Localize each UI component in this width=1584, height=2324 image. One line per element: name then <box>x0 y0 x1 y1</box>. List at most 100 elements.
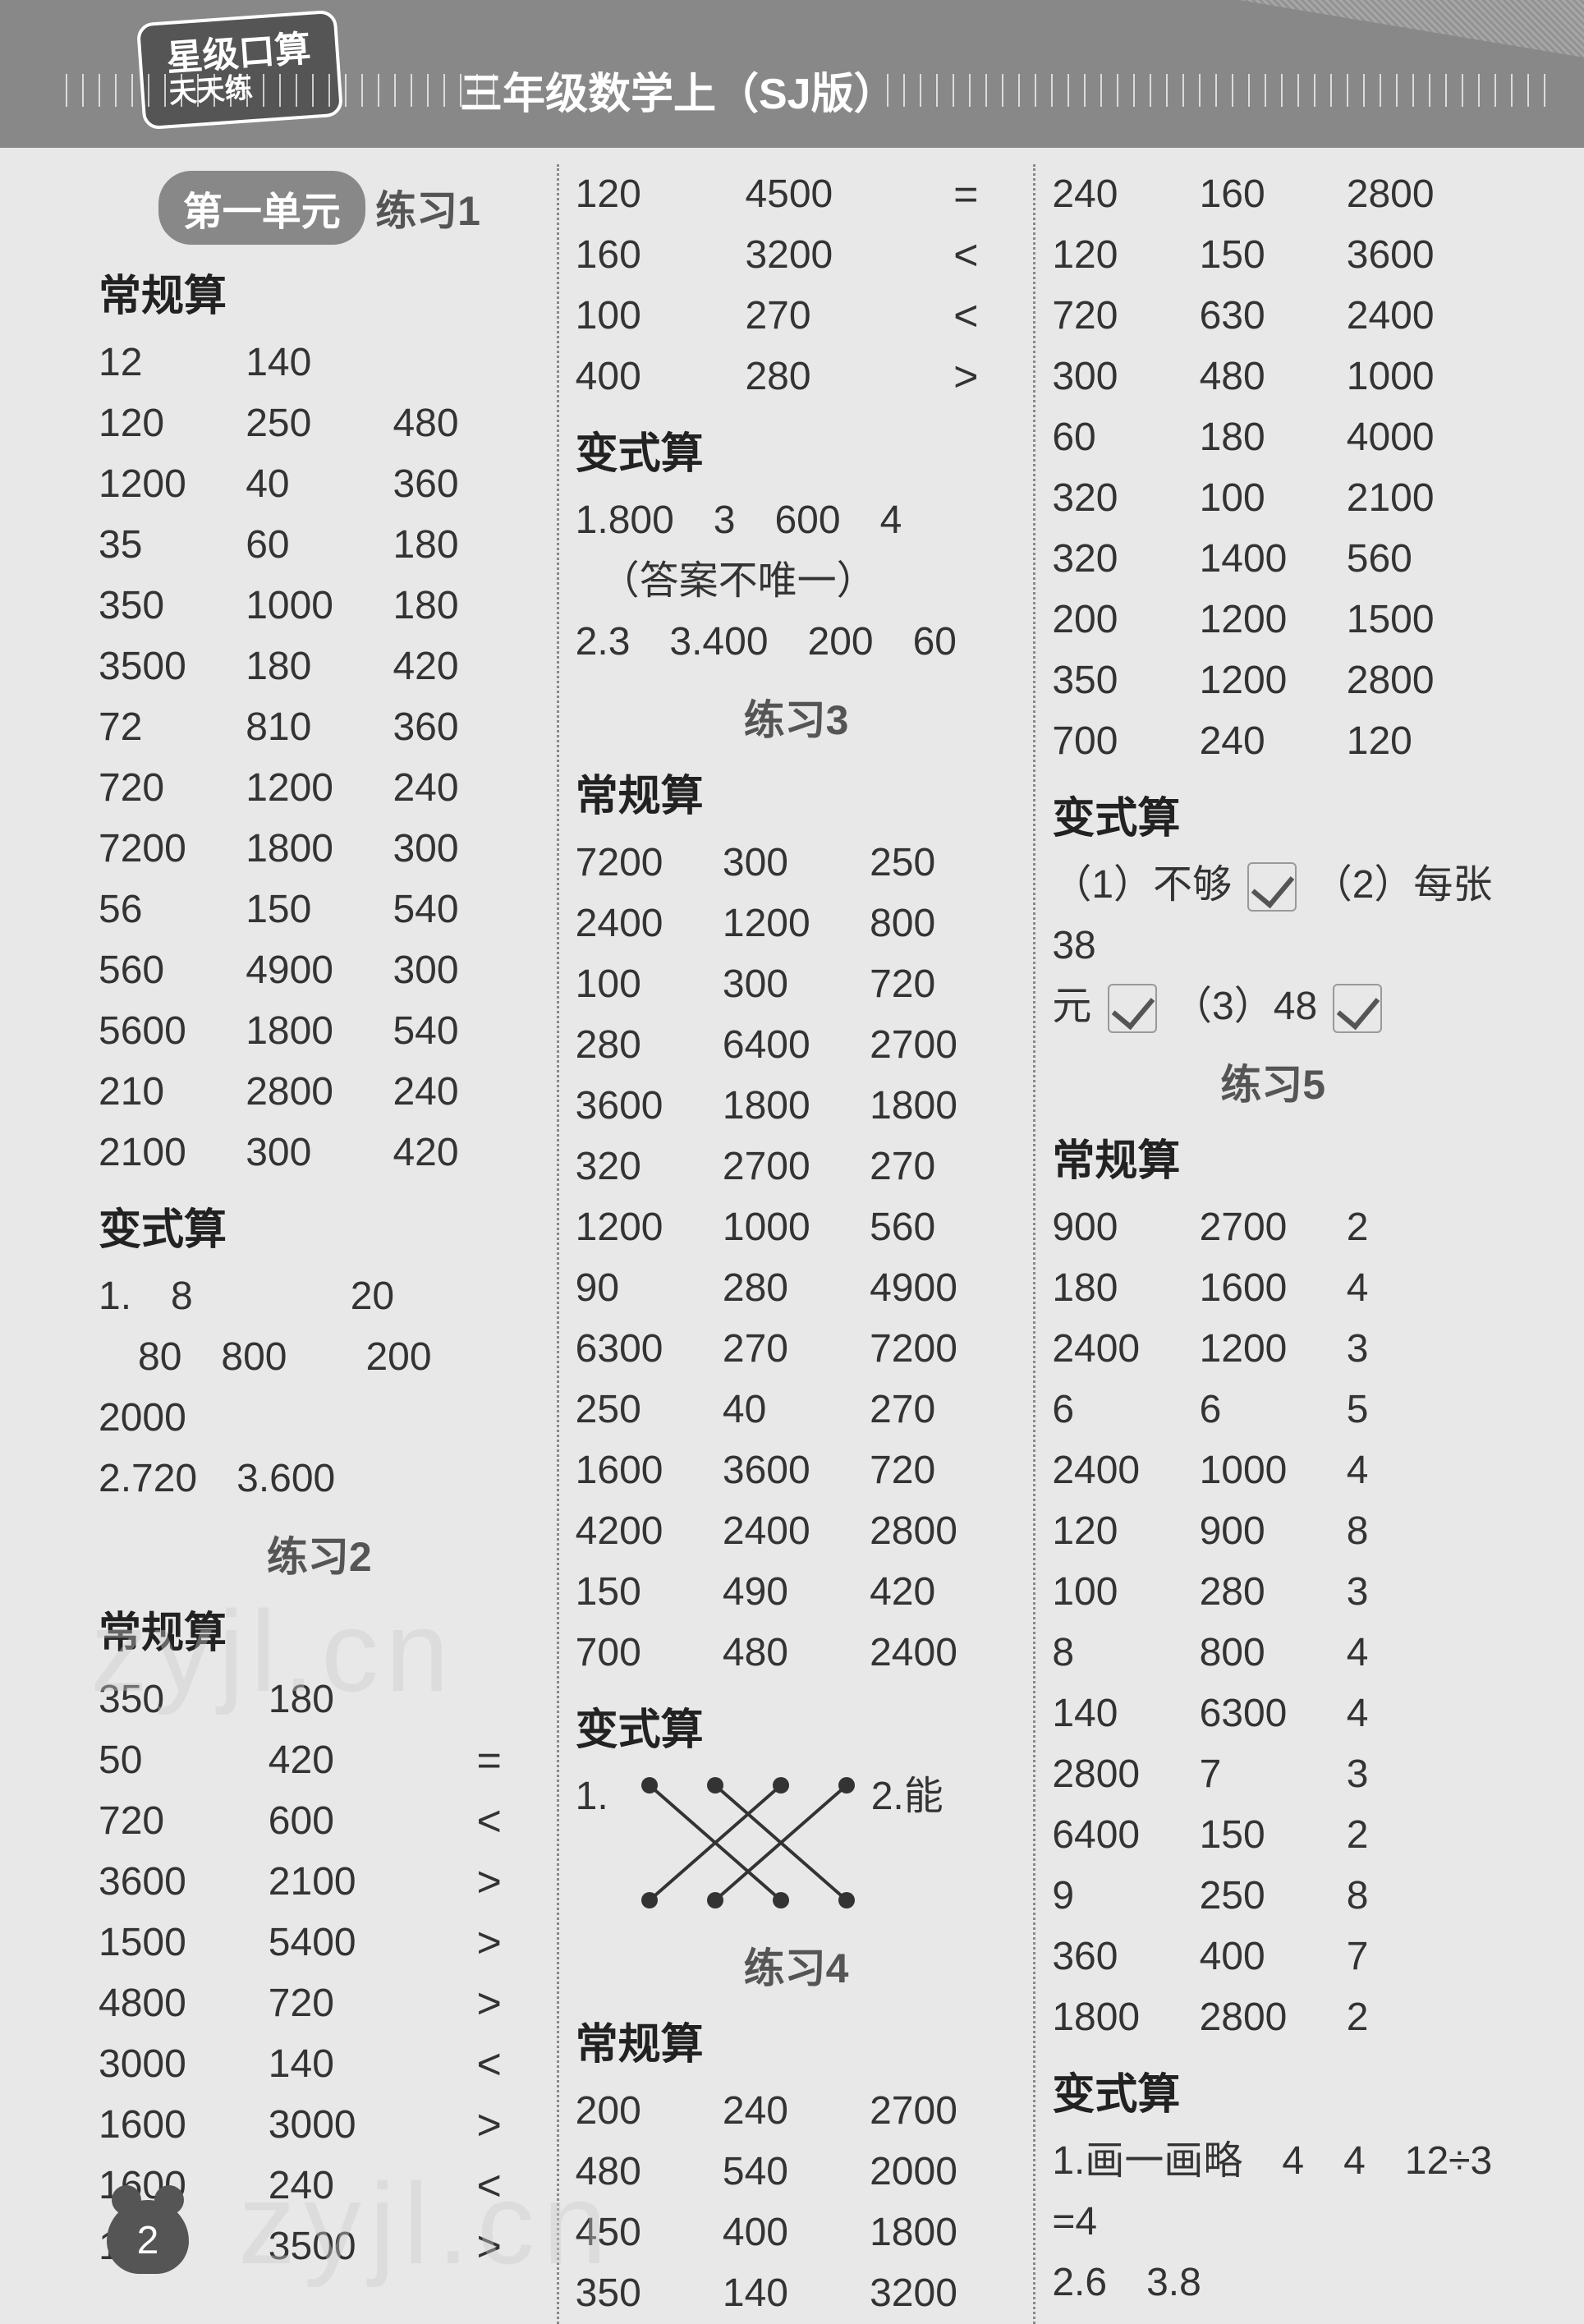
table-row: 3500180420 <box>99 636 540 697</box>
table-cell: 6300 <box>576 1319 723 1380</box>
table-cell: < <box>438 2034 540 2095</box>
col3-top-table: 2401602800120150360072063024003004801000… <box>1052 164 1494 772</box>
table-cell: 4000 <box>1347 407 1494 468</box>
table-cell: 5400 <box>269 1913 438 1973</box>
section-variant-3: 变式算 <box>576 1695 1017 1757</box>
table-cell: 120 <box>576 164 746 225</box>
table-cell: 540 <box>393 880 539 940</box>
table-cell: < <box>438 1791 540 1852</box>
table-cell: 120 <box>1052 1501 1199 1562</box>
table-cell: 400 <box>723 2202 870 2263</box>
table-row: 92508 <box>1052 1866 1494 1927</box>
table-cell: 40 <box>246 454 393 515</box>
table-row: 100300720 <box>576 954 1017 1015</box>
table-cell: 240 <box>1052 164 1199 225</box>
table-cell: 2100 <box>99 1123 246 1183</box>
content-area: 第一单元 练习1 常规算 121401202504801200403603560… <box>0 148 1584 2324</box>
variant2-line1: 1.800 3 600 4 <box>576 490 1017 551</box>
table-cell: < <box>915 286 1017 347</box>
table-cell: 1200 <box>1200 1319 1347 1380</box>
table-cell: 250 <box>1200 1866 1347 1927</box>
table-row: 12140 <box>99 333 540 393</box>
page-header: 星级口算 天天练 三年级数学上（SJ版） <box>0 0 1584 148</box>
table-cell: 2800 <box>1052 1744 1199 1805</box>
table-cell: 240 <box>393 758 539 819</box>
table-cell: 360 <box>393 697 539 758</box>
table-cell: 720 <box>870 1440 1017 1501</box>
table-cell: 300 <box>246 1123 393 1183</box>
table-cell: 7200 <box>576 833 723 893</box>
page-number-badge: 2 <box>107 2200 189 2274</box>
table-cell: 180 <box>393 515 539 576</box>
table-cell: 280 <box>745 347 915 407</box>
practice-1-title: 练习1 <box>375 188 480 234</box>
table-cell: 6400 <box>1052 1805 1199 1866</box>
table-cell: 1600 <box>1200 1258 1347 1319</box>
section-variant-1: 变式算 <box>99 1195 540 1256</box>
section-regular-2: 常规算 <box>99 1598 540 1660</box>
table-cell: 3200 <box>870 2263 1017 2324</box>
table-row: 35012002800 <box>1052 650 1494 711</box>
table-cell: 270 <box>870 1137 1017 1197</box>
table-cell: 270 <box>745 286 915 347</box>
table-row: 5604900300 <box>99 940 540 1001</box>
practice-5-title: 练习5 <box>1052 1052 1494 1111</box>
table-cell: 3 <box>1347 1744 1494 1805</box>
table-cell: 300 <box>1052 347 1199 407</box>
table-cell: 240 <box>723 2081 870 2142</box>
table-cell: 120 <box>99 393 246 454</box>
table-cell: 420 <box>393 1123 539 1183</box>
table-cell: 3600 <box>1347 225 1494 286</box>
table-cell: 180 <box>246 636 393 697</box>
table-cell: 250 <box>246 393 393 454</box>
table-cell: 240 <box>269 2156 438 2216</box>
table-cell: 1200 <box>99 454 246 515</box>
table-cell: 90 <box>576 1258 723 1319</box>
table-cell: 240 <box>1200 711 1347 772</box>
table-cell: 3600 <box>576 1076 723 1137</box>
table-cell: 720 <box>99 1791 269 1852</box>
table-cell: 150 <box>1200 225 1347 286</box>
table-row: 3560180 <box>99 515 540 576</box>
table-cell: 56 <box>99 880 246 940</box>
section-regular-5: 常规算 <box>1052 1126 1494 1187</box>
table-row: 280073 <box>1052 1744 1494 1805</box>
table-cell: 1200 <box>576 1197 723 1258</box>
table-cell: 5 <box>1347 1380 1494 1440</box>
table-cell: 1800 <box>246 1001 393 1062</box>
section-regular-4: 常规算 <box>576 2009 1017 2071</box>
check-icon <box>1333 984 1382 1033</box>
table-cell: 1200 <box>1200 650 1347 711</box>
table-cell: 3500 <box>269 2216 438 2277</box>
table-row: 36002100> <box>99 1852 540 1913</box>
table-row: 1201503600 <box>1052 225 1494 286</box>
table-cell: 180 <box>393 576 539 636</box>
table-cell: 600 <box>269 1791 438 1852</box>
table-cell: 300 <box>393 819 539 880</box>
table-row: 601804000 <box>1052 407 1494 468</box>
table-cell: 140 <box>1052 1683 1199 1744</box>
header-decoration <box>1239 0 1584 57</box>
variant3-row: 1. 2.能 <box>576 1766 1017 1921</box>
table-cell: 3200 <box>745 225 915 286</box>
section-variant-2: 变式算 <box>576 419 1017 480</box>
col3-regular5-table: 9002700218016004240012003665240010004120… <box>1052 1197 1494 2048</box>
table-cell: 140 <box>246 333 393 393</box>
table-row: 16003000> <box>99 2095 540 2156</box>
table-cell: 120 <box>1052 225 1199 286</box>
table-cell: 100 <box>576 286 746 347</box>
table-row: 7201200240 <box>99 758 540 819</box>
table-cell: 1200 <box>246 758 393 819</box>
table-cell: 1800 <box>870 2202 1017 2263</box>
table-cell: 200 <box>576 2081 723 2142</box>
table-cell: 2400 <box>1052 1319 1199 1380</box>
table-cell: 5600 <box>99 1001 246 1062</box>
table-cell: 350 <box>99 576 246 636</box>
section-variant-4: 变式算 <box>1052 783 1494 845</box>
table-cell: 1800 <box>723 1076 870 1137</box>
table-row: 4504001800 <box>576 2202 1017 2263</box>
practice-2-title: 练习2 <box>99 1524 540 1583</box>
table-cell: 350 <box>99 1670 269 1730</box>
table-row: 665 <box>1052 1380 1494 1440</box>
table-cell: 2 <box>1347 1197 1494 1258</box>
